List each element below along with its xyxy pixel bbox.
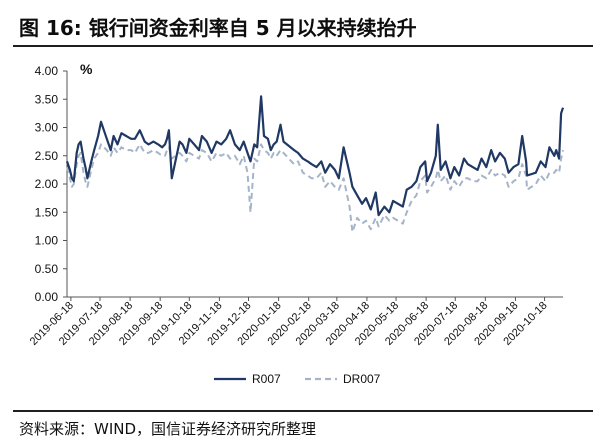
y-tick-label: 3.50 [35, 92, 59, 106]
legend-label-dr007: DR007 [343, 372, 381, 386]
title-bar: 图 16: 银行间资金利率自 5 月以来持续抬升 [0, 0, 604, 50]
series-layer [65, 95, 565, 233]
figure-title: 图 16: 银行间资金利率自 5 月以来持续抬升 [19, 16, 417, 40]
title-underline [13, 45, 593, 47]
y-tick-label: 1.00 [35, 234, 59, 248]
footer-rule [13, 410, 593, 412]
y-tick-label: 2.00 [35, 177, 59, 191]
y-tick-label: 2.50 [35, 149, 59, 163]
legend: R007 DR007 [214, 372, 381, 386]
y-tick-label: 0.50 [35, 262, 59, 276]
unit-label: % [80, 61, 93, 77]
y-tick-label: 4.00 [35, 64, 59, 78]
line-chart: 0.00 0.50 1.00 1.50 2.00 2.50 3.00 3.50 4.00 201… [28, 61, 565, 386]
legend-label-r007: R007 [252, 372, 281, 386]
y-tick-label: 1.50 [35, 205, 59, 219]
source-note: 资料来源：WIND，国信证券经济研究所整理 [19, 420, 317, 438]
series-line-dr007 [66, 143, 564, 233]
y-tick-label: 0.00 [35, 290, 59, 304]
series-line-r007 [65, 95, 565, 217]
x-axis: 2019-06-182019-07-182019-08-182019-09-18… [28, 296, 563, 348]
y-tick-label: 3.00 [35, 121, 59, 135]
y-axis: 0.00 0.50 1.00 1.50 2.00 2.50 3.00 3.50 4.00 [35, 64, 68, 304]
